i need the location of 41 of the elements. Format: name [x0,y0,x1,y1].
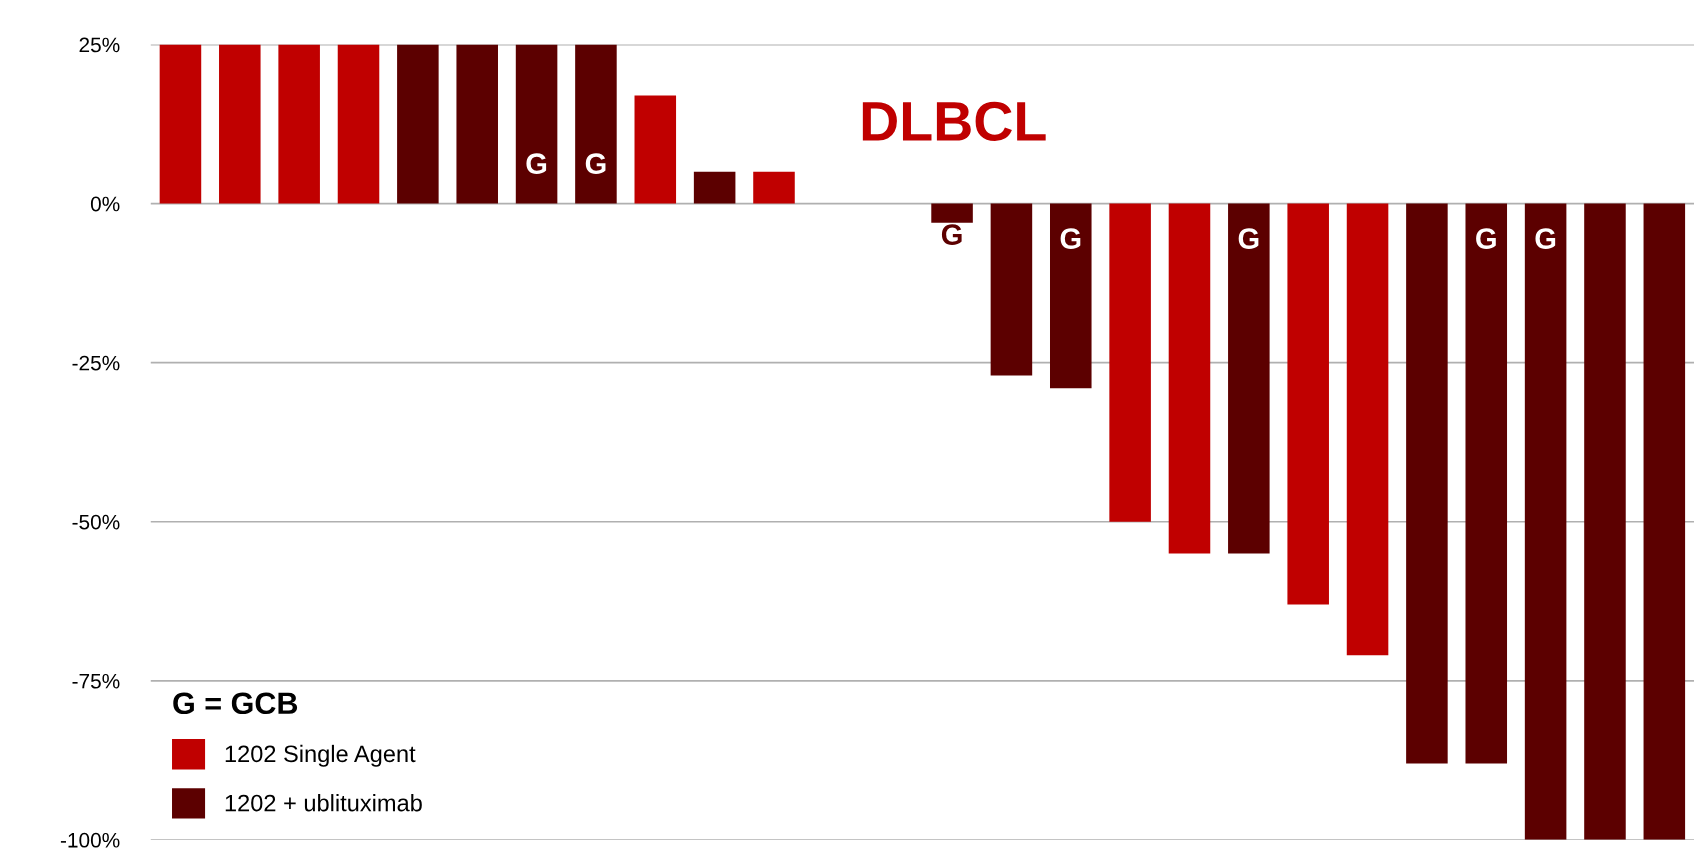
data-label: G [941,224,962,245]
bar [575,44,617,204]
data-label: G [1476,228,1496,249]
bar [1287,203,1329,605]
bar [1346,203,1389,656]
data-label: G [1238,228,1259,249]
bar [1524,203,1567,840]
bar [1465,203,1508,764]
bar [1109,203,1151,522]
bar [931,203,973,223]
data-label: G [1535,228,1556,249]
bar [515,44,558,204]
y-tick-label: 25% [79,37,120,53]
y-tick-label: 0% [90,196,120,212]
y-tick-label: -100% [60,832,120,848]
bar [1584,203,1626,840]
bar [219,44,261,204]
text: DLBCL [862,101,1046,142]
legend-title: G = GCB [173,692,298,715]
legend-label: 1202 + ublituximab [225,794,422,812]
data-label: G [1060,228,1081,249]
bar [337,44,380,204]
bar [634,95,677,204]
bar [753,171,795,204]
y-tick-label: -50% [72,514,120,530]
bar [1406,203,1448,764]
bar [1643,203,1686,840]
bar [278,44,320,204]
data-label: G [526,153,547,174]
bar [1168,203,1211,554]
bar [693,171,736,204]
bar [990,203,1033,376]
legend-label: 1202 Single Agent [225,744,416,767]
data-label: G [585,153,606,174]
y-tick-label: -25% [72,355,120,371]
bar [159,44,202,204]
bar [1228,203,1270,554]
y-tick-label: -75% [72,673,120,689]
bar [397,44,439,204]
bar [1050,203,1092,389]
bar [456,44,498,204]
